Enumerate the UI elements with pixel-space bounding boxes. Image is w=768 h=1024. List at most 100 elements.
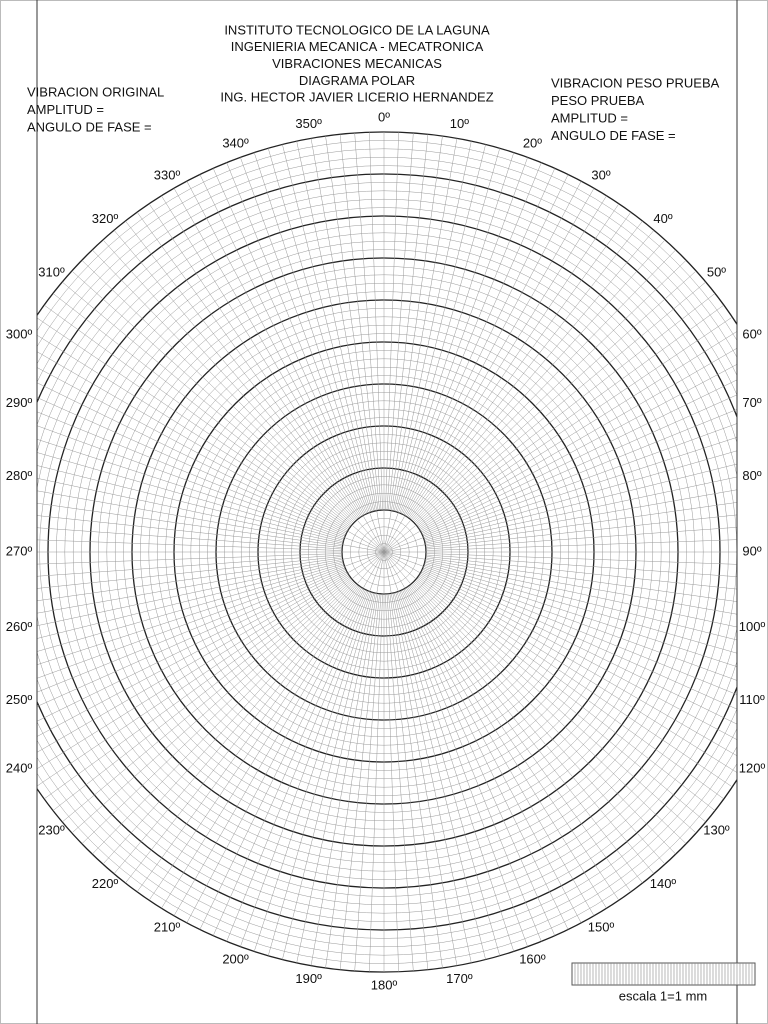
radial-line — [411, 583, 666, 865]
angle-label: 50º — [707, 264, 726, 279]
radial-line — [425, 553, 737, 565]
radial-line — [395, 148, 501, 512]
radial-line — [403, 588, 582, 923]
radial-line — [37, 465, 344, 543]
radial-line — [37, 351, 385, 553]
angle-label: 40º — [653, 211, 672, 226]
angle-label: 180º — [371, 977, 398, 992]
angle-label: 100º — [739, 619, 766, 634]
radial-line — [402, 589, 569, 930]
scale-bar — [571, 962, 756, 986]
radial-line — [383, 281, 706, 553]
radial-line — [226, 590, 369, 942]
radial-line — [212, 168, 368, 514]
radial-line — [161, 195, 362, 517]
angle-label: 160º — [519, 951, 546, 966]
angle-label: 10º — [450, 116, 469, 131]
angle-label: 90º — [742, 543, 761, 558]
radial-line — [419, 574, 737, 773]
radial-line — [52, 293, 352, 527]
angle-label: 110º — [739, 692, 765, 707]
radial-line — [411, 239, 666, 521]
radial-line — [267, 148, 373, 512]
radial-line — [37, 317, 350, 529]
radial-line — [186, 588, 365, 923]
angle-label: 140º — [650, 876, 677, 891]
radial-line — [37, 560, 343, 627]
radial-line — [339, 134, 380, 511]
right-field: VIBRACION PESO PRUEBA — [551, 75, 720, 90]
angle-label: 270º — [6, 543, 33, 558]
radial-line — [415, 579, 697, 834]
radial-line — [383, 551, 737, 615]
angle-label: 190º — [295, 971, 322, 986]
header-line: DIAGRAMA POLAR — [299, 73, 415, 88]
angle-label: 300º — [6, 326, 33, 341]
radial-line — [113, 551, 385, 874]
radial-line — [37, 564, 345, 666]
radial-line — [92, 249, 356, 522]
radial-line — [226, 162, 369, 514]
radial-line — [383, 551, 528, 947]
radial-line — [417, 304, 724, 528]
radial-line — [37, 551, 385, 679]
radial-line — [296, 141, 376, 511]
radial-line — [383, 347, 737, 553]
right-field: AMPLITUD = — [551, 110, 628, 125]
angle-label: 60º — [742, 326, 761, 341]
radial-line — [409, 220, 643, 520]
radial-line — [37, 502, 343, 547]
radial-line — [186, 181, 365, 516]
radial-line — [407, 203, 620, 518]
radial-line — [282, 144, 375, 512]
radial-line — [396, 591, 515, 952]
radial-line — [424, 561, 737, 641]
radial-line — [199, 589, 366, 930]
radial-line — [102, 583, 357, 865]
radial-line — [37, 567, 346, 693]
angle-label: 250º — [6, 692, 33, 707]
radial-line — [412, 582, 676, 855]
angle-label: 130º — [703, 822, 730, 837]
radial-line — [383, 551, 595, 916]
radial-line — [383, 551, 737, 757]
radial-line — [399, 590, 542, 942]
angle-label: 220º — [92, 876, 119, 891]
radial-line — [392, 141, 472, 511]
radial-line — [400, 590, 556, 936]
radial-line — [199, 174, 366, 515]
angle-label: 340º — [222, 136, 249, 151]
radial-line — [253, 591, 372, 952]
angle-label: 120º — [739, 760, 766, 775]
scale-box — [571, 962, 756, 986]
radial-line — [388, 134, 429, 511]
radial-line — [417, 576, 724, 800]
radial-line — [424, 463, 737, 543]
radial-line — [383, 157, 528, 553]
radial-line — [425, 554, 737, 577]
radial-line — [412, 249, 676, 522]
radial-line — [37, 382, 347, 534]
left-field: VIBRACION ORIGINAL — [27, 84, 164, 99]
radial-line — [389, 136, 443, 511]
radial-line — [37, 556, 343, 589]
radial-line — [71, 579, 353, 834]
radial-line — [425, 556, 737, 590]
angle-label: 170º — [446, 971, 473, 986]
header-line: INGENIERIA MECANICA - MECATRONICA — [231, 39, 484, 54]
radial-line — [396, 152, 515, 513]
radial-line — [425, 527, 737, 550]
radial-line — [339, 593, 380, 970]
radial-line — [37, 334, 349, 530]
radial-line — [406, 195, 607, 517]
radial-line — [403, 181, 582, 516]
radial-line — [52, 577, 352, 811]
radial-line — [422, 394, 737, 536]
radial-line — [325, 136, 379, 511]
radial-line — [395, 592, 501, 956]
radial-line — [422, 409, 737, 537]
radial-line — [392, 593, 472, 963]
angle-label: 200º — [222, 951, 249, 966]
radial-line — [393, 144, 486, 512]
